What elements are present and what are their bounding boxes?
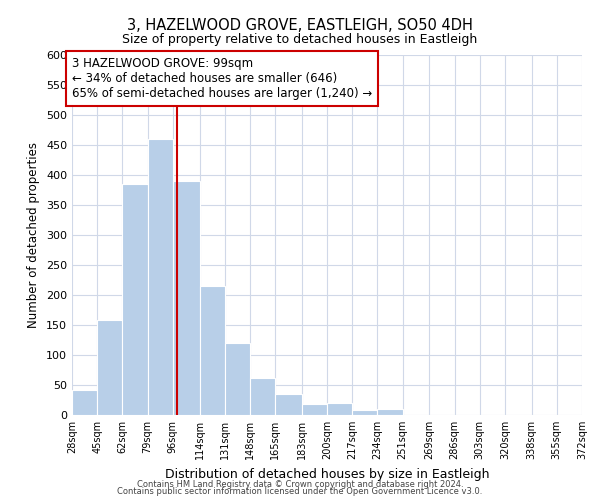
- Bar: [302, 404, 327, 415]
- Bar: [148, 139, 173, 415]
- Text: Contains HM Land Registry data © Crown copyright and database right 2024.: Contains HM Land Registry data © Crown c…: [137, 480, 463, 489]
- Bar: [72, 390, 97, 415]
- Bar: [377, 409, 403, 415]
- Bar: [173, 181, 199, 415]
- Text: 3, HAZELWOOD GROVE, EASTLEIGH, SO50 4DH: 3, HAZELWOOD GROVE, EASTLEIGH, SO50 4DH: [127, 18, 473, 32]
- Bar: [327, 403, 352, 415]
- Bar: [225, 343, 250, 415]
- Bar: [352, 410, 377, 415]
- Y-axis label: Number of detached properties: Number of detached properties: [28, 142, 40, 328]
- Bar: [97, 320, 122, 415]
- Bar: [275, 394, 302, 415]
- Text: 3 HAZELWOOD GROVE: 99sqm
← 34% of detached houses are smaller (646)
65% of semi-: 3 HAZELWOOD GROVE: 99sqm ← 34% of detach…: [72, 57, 372, 100]
- Bar: [199, 286, 225, 415]
- Bar: [122, 184, 148, 415]
- Bar: [250, 378, 275, 415]
- X-axis label: Distribution of detached houses by size in Eastleigh: Distribution of detached houses by size …: [165, 468, 489, 480]
- Text: Contains public sector information licensed under the Open Government Licence v3: Contains public sector information licen…: [118, 488, 482, 496]
- Text: Size of property relative to detached houses in Eastleigh: Size of property relative to detached ho…: [122, 32, 478, 46]
